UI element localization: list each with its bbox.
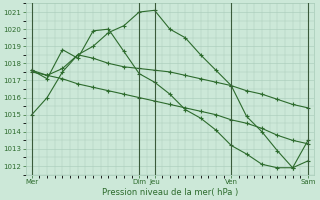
X-axis label: Pression niveau de la mer( hPa ): Pression niveau de la mer( hPa ) (102, 188, 238, 197)
